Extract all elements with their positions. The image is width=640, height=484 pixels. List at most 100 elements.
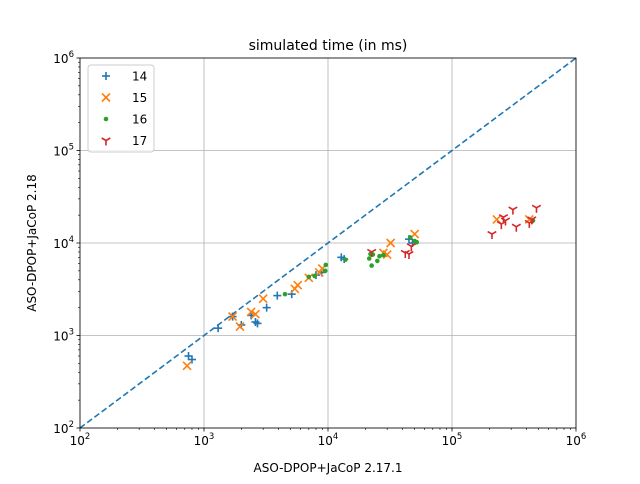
y-tick-label: 105 bbox=[53, 143, 74, 159]
marker-stroke bbox=[246, 307, 256, 317]
data-point-series-16 bbox=[369, 263, 374, 268]
marker-dot bbox=[323, 262, 329, 268]
marker-dot bbox=[407, 235, 413, 240]
x-tick-label: 105 bbox=[442, 432, 463, 448]
marker-dot bbox=[377, 253, 382, 259]
marker-stroke bbox=[492, 214, 502, 224]
marker-stroke bbox=[524, 219, 530, 224]
legend: 14 15 16 17 bbox=[87, 64, 155, 153]
data-point-series-17 bbox=[531, 204, 542, 213]
data-point-series-16 bbox=[306, 274, 312, 280]
marker-dot bbox=[306, 274, 312, 280]
data-point-series-16 bbox=[312, 273, 317, 279]
data-point-series-14 bbox=[253, 319, 262, 328]
marker-stroke bbox=[531, 216, 537, 221]
data-point-series-15 bbox=[382, 249, 392, 260]
marker-stroke bbox=[503, 214, 509, 218]
marker-stroke bbox=[371, 248, 377, 253]
marker-dot bbox=[375, 258, 380, 264]
marker-stroke bbox=[228, 312, 238, 322]
axis-ticks: 102 103 104 105 106 102 103 104 105 106 bbox=[53, 50, 586, 448]
data-point-series-16 bbox=[377, 253, 382, 259]
reference-line-layer bbox=[79, 57, 577, 429]
marker-stroke bbox=[531, 204, 537, 209]
marker-stroke bbox=[515, 223, 521, 228]
marker-dot bbox=[369, 263, 374, 268]
data-point-series-16 bbox=[322, 268, 328, 274]
data-point-series-17 bbox=[527, 216, 537, 225]
data-point-series-16 bbox=[375, 258, 380, 264]
chart-title: simulated time (in ms) bbox=[249, 38, 408, 54]
reference-line-diagonal bbox=[79, 57, 577, 429]
marker-stroke bbox=[500, 217, 506, 222]
data-point-series-17 bbox=[511, 223, 521, 232]
data-point-series-16 bbox=[407, 235, 413, 240]
marker-stroke bbox=[101, 92, 111, 103]
data-point-series-15 bbox=[492, 214, 502, 224]
data-point-series-16 bbox=[282, 291, 288, 297]
marker-dot bbox=[414, 239, 420, 245]
marker-stroke bbox=[496, 220, 502, 225]
legend-marker-series-14 bbox=[102, 72, 110, 80]
marker-stroke bbox=[105, 137, 111, 142]
data-point-series-15 bbox=[235, 321, 245, 332]
marker-stroke bbox=[382, 249, 392, 260]
y-tick-label: 102 bbox=[53, 420, 74, 436]
data-point-series-17 bbox=[404, 250, 414, 260]
data-point-series-17 bbox=[508, 206, 518, 215]
legend-label: 14 bbox=[132, 70, 147, 84]
marker-stroke bbox=[400, 249, 406, 254]
data-point-series-16 bbox=[381, 252, 386, 258]
data-point-series-17 bbox=[500, 217, 511, 226]
data-point-series-15 bbox=[258, 294, 268, 304]
marker-dot bbox=[322, 268, 328, 274]
marker-dot bbox=[282, 291, 288, 297]
legend-marker-series-17 bbox=[101, 137, 111, 146]
data-point-series-16 bbox=[414, 239, 420, 245]
legend-label: 16 bbox=[132, 113, 147, 127]
marker-stroke bbox=[235, 321, 245, 332]
marker-dot bbox=[103, 116, 109, 122]
y-axis-label: ASO-DPOP+JaCoP 2.18 bbox=[25, 174, 39, 312]
marker-stroke bbox=[408, 250, 414, 255]
data-point-series-16 bbox=[343, 257, 348, 262]
x-tick-label: 106 bbox=[566, 432, 587, 448]
data-points bbox=[182, 204, 542, 371]
marker-stroke bbox=[527, 216, 533, 221]
marker-stroke bbox=[505, 217, 511, 222]
data-point-series-14 bbox=[262, 303, 271, 312]
marker-stroke bbox=[258, 294, 268, 304]
y-tick-label: 103 bbox=[53, 328, 74, 344]
marker-stroke bbox=[182, 361, 192, 371]
data-point-series-15 bbox=[386, 238, 396, 248]
marker-stroke bbox=[386, 238, 396, 248]
legend-marker-series-16 bbox=[103, 116, 109, 122]
marker-stroke bbox=[487, 230, 493, 235]
data-point-series-15 bbox=[246, 307, 256, 317]
marker-stroke bbox=[512, 206, 518, 211]
data-point-series-17 bbox=[487, 230, 497, 240]
legend-label: 15 bbox=[132, 91, 147, 105]
marker-dot bbox=[312, 273, 317, 279]
data-point-series-15 bbox=[293, 280, 303, 290]
x-axis-label: ASO-DPOP+JaCoP 2.17.1 bbox=[254, 461, 403, 475]
data-point-series-16 bbox=[323, 262, 329, 268]
x-tick-label: 104 bbox=[318, 432, 339, 448]
legend-box bbox=[87, 64, 155, 153]
marker-stroke bbox=[366, 248, 373, 253]
marker-stroke bbox=[406, 243, 412, 248]
data-point-series-16 bbox=[366, 256, 372, 261]
marker-stroke bbox=[410, 243, 417, 248]
marker-stroke bbox=[536, 204, 542, 209]
marker-stroke bbox=[250, 309, 261, 319]
marker-stroke bbox=[511, 223, 517, 228]
marker-stroke bbox=[404, 250, 410, 255]
x-tick-label: 102 bbox=[70, 432, 91, 448]
marker-stroke bbox=[491, 230, 497, 235]
x-tick-label: 103 bbox=[194, 432, 215, 448]
data-point-series-15 bbox=[228, 312, 238, 322]
marker-stroke bbox=[508, 206, 514, 211]
data-point-series-17 bbox=[406, 243, 417, 252]
